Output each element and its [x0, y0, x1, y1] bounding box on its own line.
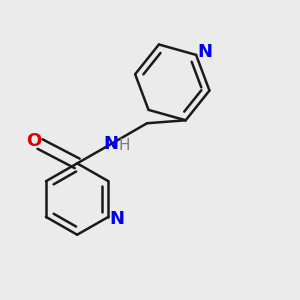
Text: H: H: [119, 138, 130, 153]
Text: O: O: [26, 132, 41, 150]
Text: N: N: [110, 210, 125, 228]
Text: N: N: [104, 135, 119, 153]
Text: N: N: [197, 43, 212, 61]
